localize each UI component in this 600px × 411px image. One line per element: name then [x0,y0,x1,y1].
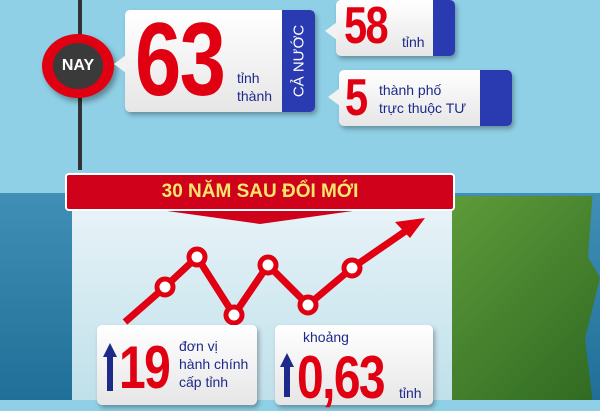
national-number: 63 [135,2,226,118]
national-unit-2: thành [237,88,273,104]
avg-prefix: khoảng [303,329,349,345]
cities-number: 5 [345,69,368,127]
side-strip: CẢ NƯỚC [282,10,315,112]
avg-card: khoảng 0,63 tỉnh [275,325,433,409]
trend-point [223,304,245,326]
trend-point [154,276,176,298]
provinces-card: 58 tỉnh [325,0,455,56]
units-line2: hành chính [179,356,249,372]
land-illustration [450,196,600,400]
cities-unit-1: thành phố [379,82,442,98]
trend-point [257,254,279,276]
national-card: 63 tỉnh thành CẢ NƯỚC [114,6,315,114]
trend-line [122,218,425,326]
cities-card: 5 thành phố trực thuộc TƯ [328,69,512,127]
up-arrow-icon [280,353,294,397]
units-number: 19 [119,334,171,401]
national-unit-1: tỉnh [237,70,260,86]
units-card: 19 đơn vị hành chính cấp tỉnh [97,325,257,405]
now-badge: NAY [42,34,114,98]
banner: 30 NĂM SAU ĐỔI MỚI [65,173,455,211]
units-line1: đơn vị [179,338,218,354]
trend-point [297,294,319,316]
trend-point [186,246,208,268]
units-line3: cấp tỉnh [179,374,229,390]
now-badge-label: NAY [53,43,103,89]
arrow-head-icon [395,218,425,238]
provinces-number: 58 [344,0,389,55]
avg-number: 0,63 [297,344,386,411]
avg-unit: tỉnh [399,385,422,401]
cities-unit-2: trực thuộc TƯ [379,100,467,116]
up-arrow-icon [103,343,117,391]
provinces-unit: tỉnh [402,34,425,50]
trend-point [341,257,363,279]
